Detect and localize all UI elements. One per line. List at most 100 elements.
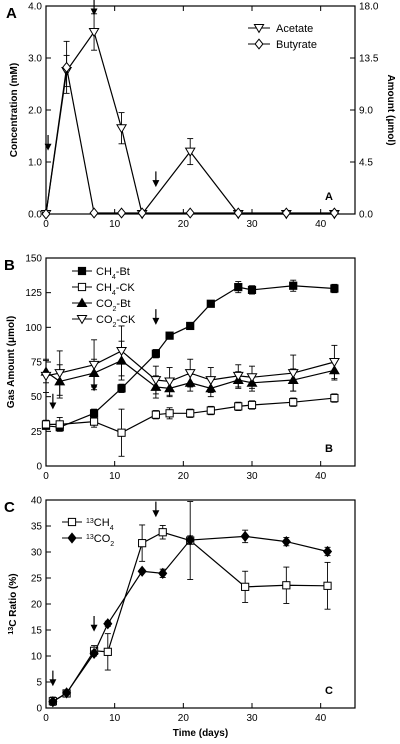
- data-point: [62, 687, 72, 699]
- data-point: [62, 61, 72, 73]
- arrow-head: [90, 384, 98, 392]
- panel-a: 0 10 20 30 40 0.0 1.0 2.0 3.0 4.0 0.0 4.5 9.0 13.5 18.…: [6, 0, 396, 230]
- data-point: [151, 410, 160, 419]
- data-point: [165, 409, 174, 418]
- legend-label: CO2-CK: [96, 314, 136, 329]
- data-point: [41, 208, 51, 220]
- data-point: [289, 281, 298, 290]
- legend-marker: [76, 297, 88, 307]
- series-line: [45, 350, 335, 383]
- data-point: [54, 369, 66, 379]
- legend-label: Acetate: [276, 23, 313, 35]
- plot-frame: [45, 5, 356, 215]
- series-line: [46, 397, 335, 434]
- data-point: [185, 207, 195, 219]
- data-point: [158, 528, 167, 537]
- y-tick-label: 25: [31, 574, 43, 585]
- arrow-marker: [49, 670, 57, 687]
- panel-b: 0 10 20 30 40 0 25 50 75 100 125 150 Gas Amount (μmo…: [4, 254, 356, 482]
- data-point: [206, 299, 215, 308]
- data-point: [117, 384, 126, 393]
- arrow-marker: [90, 0, 98, 16]
- series-line: [52, 535, 328, 703]
- x-tick-label: 20: [178, 471, 190, 482]
- arrow-head: [49, 402, 57, 410]
- arrow-marker: [44, 135, 52, 151]
- y-tick-label: 5: [36, 678, 42, 689]
- legend-marker: [67, 532, 77, 544]
- data-point: [89, 417, 99, 426]
- data-point: [137, 207, 147, 219]
- arrow-head: [44, 143, 52, 151]
- data-point: [186, 321, 195, 331]
- legend-marker: [77, 282, 87, 292]
- y-tick-label: 30: [31, 548, 43, 559]
- data-point: [323, 581, 332, 590]
- y-tick-label: 100: [25, 323, 42, 334]
- series: [48, 529, 333, 708]
- x-tick-label: 20: [178, 713, 190, 724]
- legend-marker: [67, 517, 77, 527]
- legend-marker: [77, 266, 87, 276]
- data-point: [234, 402, 243, 411]
- y-tick-label: 150: [25, 254, 42, 265]
- data-point: [55, 420, 64, 429]
- series: [41, 279, 339, 432]
- data-point: [137, 565, 147, 577]
- data-point: [247, 285, 257, 294]
- data-point: [40, 371, 52, 382]
- data-point: [322, 545, 333, 558]
- data-point: [186, 409, 195, 418]
- arrow-marker: [152, 501, 160, 518]
- legend-marker: [254, 38, 264, 50]
- plot-frame: [45, 499, 356, 709]
- data-point: [289, 398, 298, 407]
- x-tick-label: 40: [315, 219, 327, 230]
- data-point: [41, 420, 51, 429]
- data-point: [234, 283, 243, 292]
- data-point: [165, 331, 174, 340]
- x-tick-label: 40: [315, 471, 327, 482]
- arrow-head: [152, 510, 160, 518]
- data-point: [117, 428, 126, 437]
- data-point: [184, 369, 196, 379]
- panel-inner-label: A: [325, 191, 333, 203]
- panel-label: C: [4, 499, 15, 516]
- y-axis-label: Concentration (mM): [9, 63, 20, 157]
- arrow-marker: [49, 393, 57, 410]
- panel-inner-label: C: [325, 685, 333, 697]
- arrow-head: [90, 8, 98, 16]
- data-point: [232, 371, 244, 382]
- data-point: [206, 406, 215, 415]
- y-tick-label: 25: [31, 427, 43, 438]
- x-axis-label: Time (days): [173, 728, 228, 739]
- arrow-head: [152, 317, 160, 325]
- y-axis-label: 13C Ratio (%): [8, 573, 20, 634]
- y2-tick-label: 18.0: [359, 2, 379, 13]
- data-point: [89, 647, 99, 660]
- data-point: [329, 207, 339, 219]
- x-tick-label: 10: [109, 219, 121, 230]
- y-tick-label: 15: [31, 626, 43, 637]
- series: [41, 40, 339, 220]
- x-tick-label: 0: [43, 713, 49, 724]
- arrow-head: [90, 624, 98, 632]
- legend-label: CH4-Bt: [96, 266, 130, 281]
- x-tick-label: 0: [43, 471, 49, 482]
- data-point: [164, 377, 176, 387]
- data-point: [116, 346, 128, 357]
- data-point: [282, 581, 291, 590]
- data-point: [205, 376, 217, 386]
- series: [48, 501, 332, 706]
- y-tick-label: 0: [36, 704, 42, 715]
- data-point: [281, 207, 291, 219]
- legend-label: CO2-Bt: [96, 298, 130, 313]
- data-point: [103, 647, 112, 656]
- arrow-marker: [152, 171, 160, 188]
- x-tick-label: 10: [109, 713, 121, 724]
- data-point: [88, 360, 100, 371]
- data-point: [330, 284, 339, 293]
- arrow-marker: [152, 309, 160, 325]
